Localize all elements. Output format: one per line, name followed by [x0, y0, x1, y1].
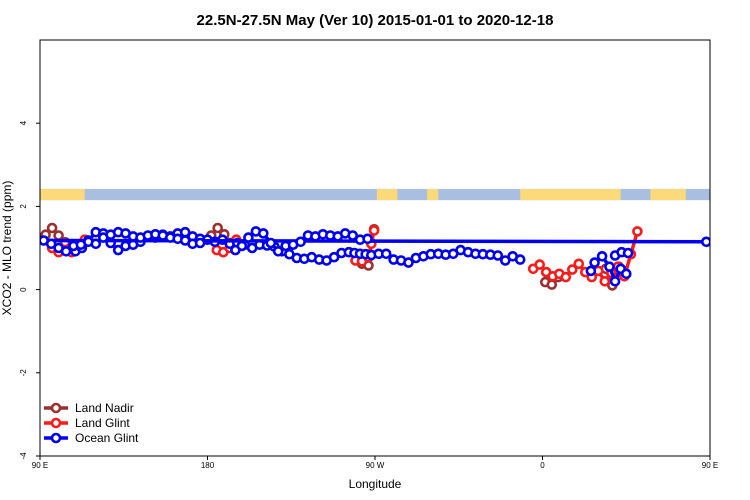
- data-point: [609, 275, 621, 287]
- data-point: [257, 228, 269, 239]
- legend-item: Land Nadir: [44, 401, 134, 415]
- data-point: [60, 246, 72, 257]
- land-strip-segment: [520, 188, 621, 201]
- data-point: [632, 226, 643, 237]
- land-strip-segment: [427, 188, 439, 201]
- data-point: [701, 236, 710, 248]
- data-point: [596, 250, 608, 262]
- y-tick-label: 0: [19, 287, 28, 292]
- legend-label: Land Glint: [75, 416, 130, 430]
- plot-frame: [39, 39, 711, 457]
- data-point: [573, 258, 585, 270]
- x-tick-label: 90 E: [32, 461, 48, 470]
- data-point: [599, 275, 611, 287]
- land-ocean-strip: [40, 188, 710, 201]
- data-point: [589, 257, 600, 268]
- data-point: [212, 222, 223, 234]
- y-axis: -4 -2 0 2 4: [19, 120, 40, 460]
- data-point: [546, 279, 558, 290]
- data-point: [45, 238, 57, 250]
- legend-swatch-marker: [50, 417, 62, 429]
- legend-label: Ocean Glint: [75, 431, 139, 445]
- data-point: [272, 246, 284, 257]
- data-point: [514, 254, 526, 265]
- data-point: [265, 237, 277, 249]
- data-point: [243, 232, 254, 243]
- x-tick-label: 0: [540, 461, 545, 470]
- data-point: [499, 255, 511, 266]
- y-tick-label: 4: [19, 120, 28, 125]
- data-point: [534, 259, 546, 270]
- legend-item: Ocean Glint: [44, 431, 139, 445]
- data-point: [560, 271, 572, 283]
- chart-title: 22.5N-27.5N May (Ver 10) 2015-01-01 to 2…: [197, 12, 554, 29]
- data-point: [362, 233, 373, 245]
- y-axis-label: XCO2 - MLO trend (ppm): [0, 181, 14, 316]
- legend-item: Land Glint: [44, 416, 130, 430]
- series-layer: [40, 222, 710, 291]
- x-tick-label: 90 W: [366, 461, 385, 470]
- data-point: [194, 237, 206, 249]
- data-point: [236, 240, 248, 252]
- data-point: [53, 230, 64, 241]
- data-point: [112, 244, 124, 256]
- data-point: [46, 222, 58, 234]
- data-point: [368, 225, 380, 236]
- x-tick-label: 90 E: [702, 461, 718, 470]
- y-tick-label: -4: [19, 452, 28, 460]
- legend-swatch-marker: [50, 402, 62, 414]
- x-axis: 90 E 180 90 W 0 90 E: [32, 456, 718, 470]
- y-tick-label: 2: [19, 204, 28, 209]
- data-point: [295, 236, 306, 248]
- data-point: [585, 265, 597, 277]
- land-strip-segment: [376, 188, 398, 201]
- series-ocean-glint: [40, 226, 710, 287]
- y-tick-label: -2: [19, 369, 28, 377]
- legend-label: Land Nadir: [75, 401, 134, 415]
- data-point: [90, 238, 102, 250]
- data-point: [566, 264, 578, 275]
- data-point: [380, 248, 392, 260]
- x-axis-label: Longitude: [349, 477, 402, 491]
- data-point: [347, 230, 359, 241]
- legend-swatch-marker: [50, 432, 62, 444]
- data-point: [403, 257, 414, 268]
- data-point: [604, 261, 615, 273]
- data-point: [492, 250, 504, 261]
- land-strip-segment: [40, 188, 85, 201]
- data-point: [622, 247, 634, 259]
- data-point: [620, 268, 632, 280]
- land-strip-segment: [650, 188, 686, 201]
- x-tick-label: 180: [201, 461, 215, 470]
- ocean-strip-band: [40, 188, 710, 201]
- data-point: [328, 251, 340, 263]
